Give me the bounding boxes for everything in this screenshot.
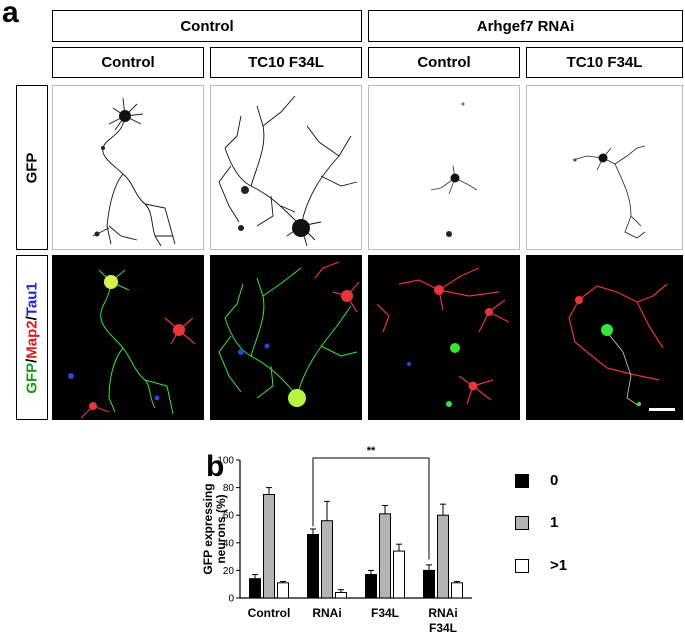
significance-label: **	[367, 445, 376, 457]
column-header-rnai-control: Control	[368, 47, 520, 78]
y-tick-label: 20	[223, 566, 235, 577]
merge-label-slash-2: /	[23, 315, 41, 320]
bar-1-3	[437, 514, 449, 599]
y-tick-label: 0	[228, 594, 234, 605]
legend-label-0: 0	[550, 472, 559, 489]
significance-bracket	[312, 457, 430, 560]
panel-b-letter: b	[206, 450, 225, 483]
x-tick-label: RNAi	[312, 606, 341, 620]
gfp-image-tc10-f34l	[210, 85, 362, 250]
bar-1-0	[263, 494, 275, 599]
column-header-rnai-tc10-f34l: TC10 F34L	[526, 47, 683, 78]
merge-label-gfp: GFP	[23, 362, 41, 394]
x-tick-label: F34L	[371, 606, 399, 620]
bar->1-2	[393, 550, 405, 599]
bar-0-2	[365, 574, 377, 599]
column-header-tc10-f34l: TC10 F34L	[210, 47, 362, 78]
y-tick-label: 60	[223, 511, 235, 522]
row-label-gfp-box: GFP	[16, 85, 48, 250]
bar-1-1	[321, 520, 333, 599]
row-label-gfp: GFP	[23, 152, 41, 183]
bar->1-1	[335, 591, 347, 599]
bar->1-3	[451, 582, 463, 599]
legend-label-gt1: >1	[550, 557, 568, 574]
legend-label-1: 1	[550, 514, 559, 531]
merge-label-map2: Map2	[23, 319, 41, 359]
bar-0-3	[423, 569, 435, 599]
bar-0-0	[249, 578, 261, 599]
bar->1-0	[277, 582, 289, 599]
legend-item-gt1: >1	[515, 557, 567, 574]
bar-chart: 0 20 40 60 80 100 GFP expressingneurons (%) Con…	[201, 445, 472, 635]
row-label-merge-box: GFP/Map2/Tau1	[16, 255, 48, 420]
legend-item-1: 1	[515, 514, 558, 531]
gfp-image-rnai-control	[368, 85, 520, 250]
legend-swatch-0	[515, 473, 529, 488]
column-header-control: Control	[52, 47, 204, 78]
merge-image-rnai-tc10-f34l	[526, 255, 683, 420]
gfp-image-rnai-tc10-f34l	[526, 85, 683, 250]
legend-swatch-gt1	[515, 558, 529, 573]
merge-label-tau1: Tau1	[23, 281, 41, 316]
y-tick-label: 80	[223, 483, 235, 494]
bar-1-2	[379, 513, 391, 599]
legend-swatch-1	[515, 515, 529, 530]
merge-image-rnai-control	[368, 255, 520, 420]
group-header-arhgef7-rnai: Arhgef7 RNAi	[368, 10, 683, 42]
bar-0-1	[307, 534, 319, 599]
row-label-merge: GFP/Map2/Tau1	[24, 282, 41, 393]
gfp-image-control	[52, 85, 204, 250]
merge-image-control	[52, 255, 204, 420]
y-tick-label: 40	[223, 538, 235, 549]
merge-image-tc10-f34l	[210, 255, 362, 420]
x-tick-label: Control	[248, 606, 291, 620]
panel-a-letter: a	[2, 0, 19, 29]
merge-label-slash-1: /	[23, 358, 41, 363]
y-tick-label: 100	[217, 456, 234, 467]
y-axis-title: GFP expressingneurons (%)	[201, 483, 228, 574]
group-header-control: Control	[52, 10, 362, 42]
x-tick-label: RNAi F34L	[428, 606, 457, 635]
legend-item-0: 0	[515, 472, 558, 489]
scale-bar	[649, 408, 675, 411]
